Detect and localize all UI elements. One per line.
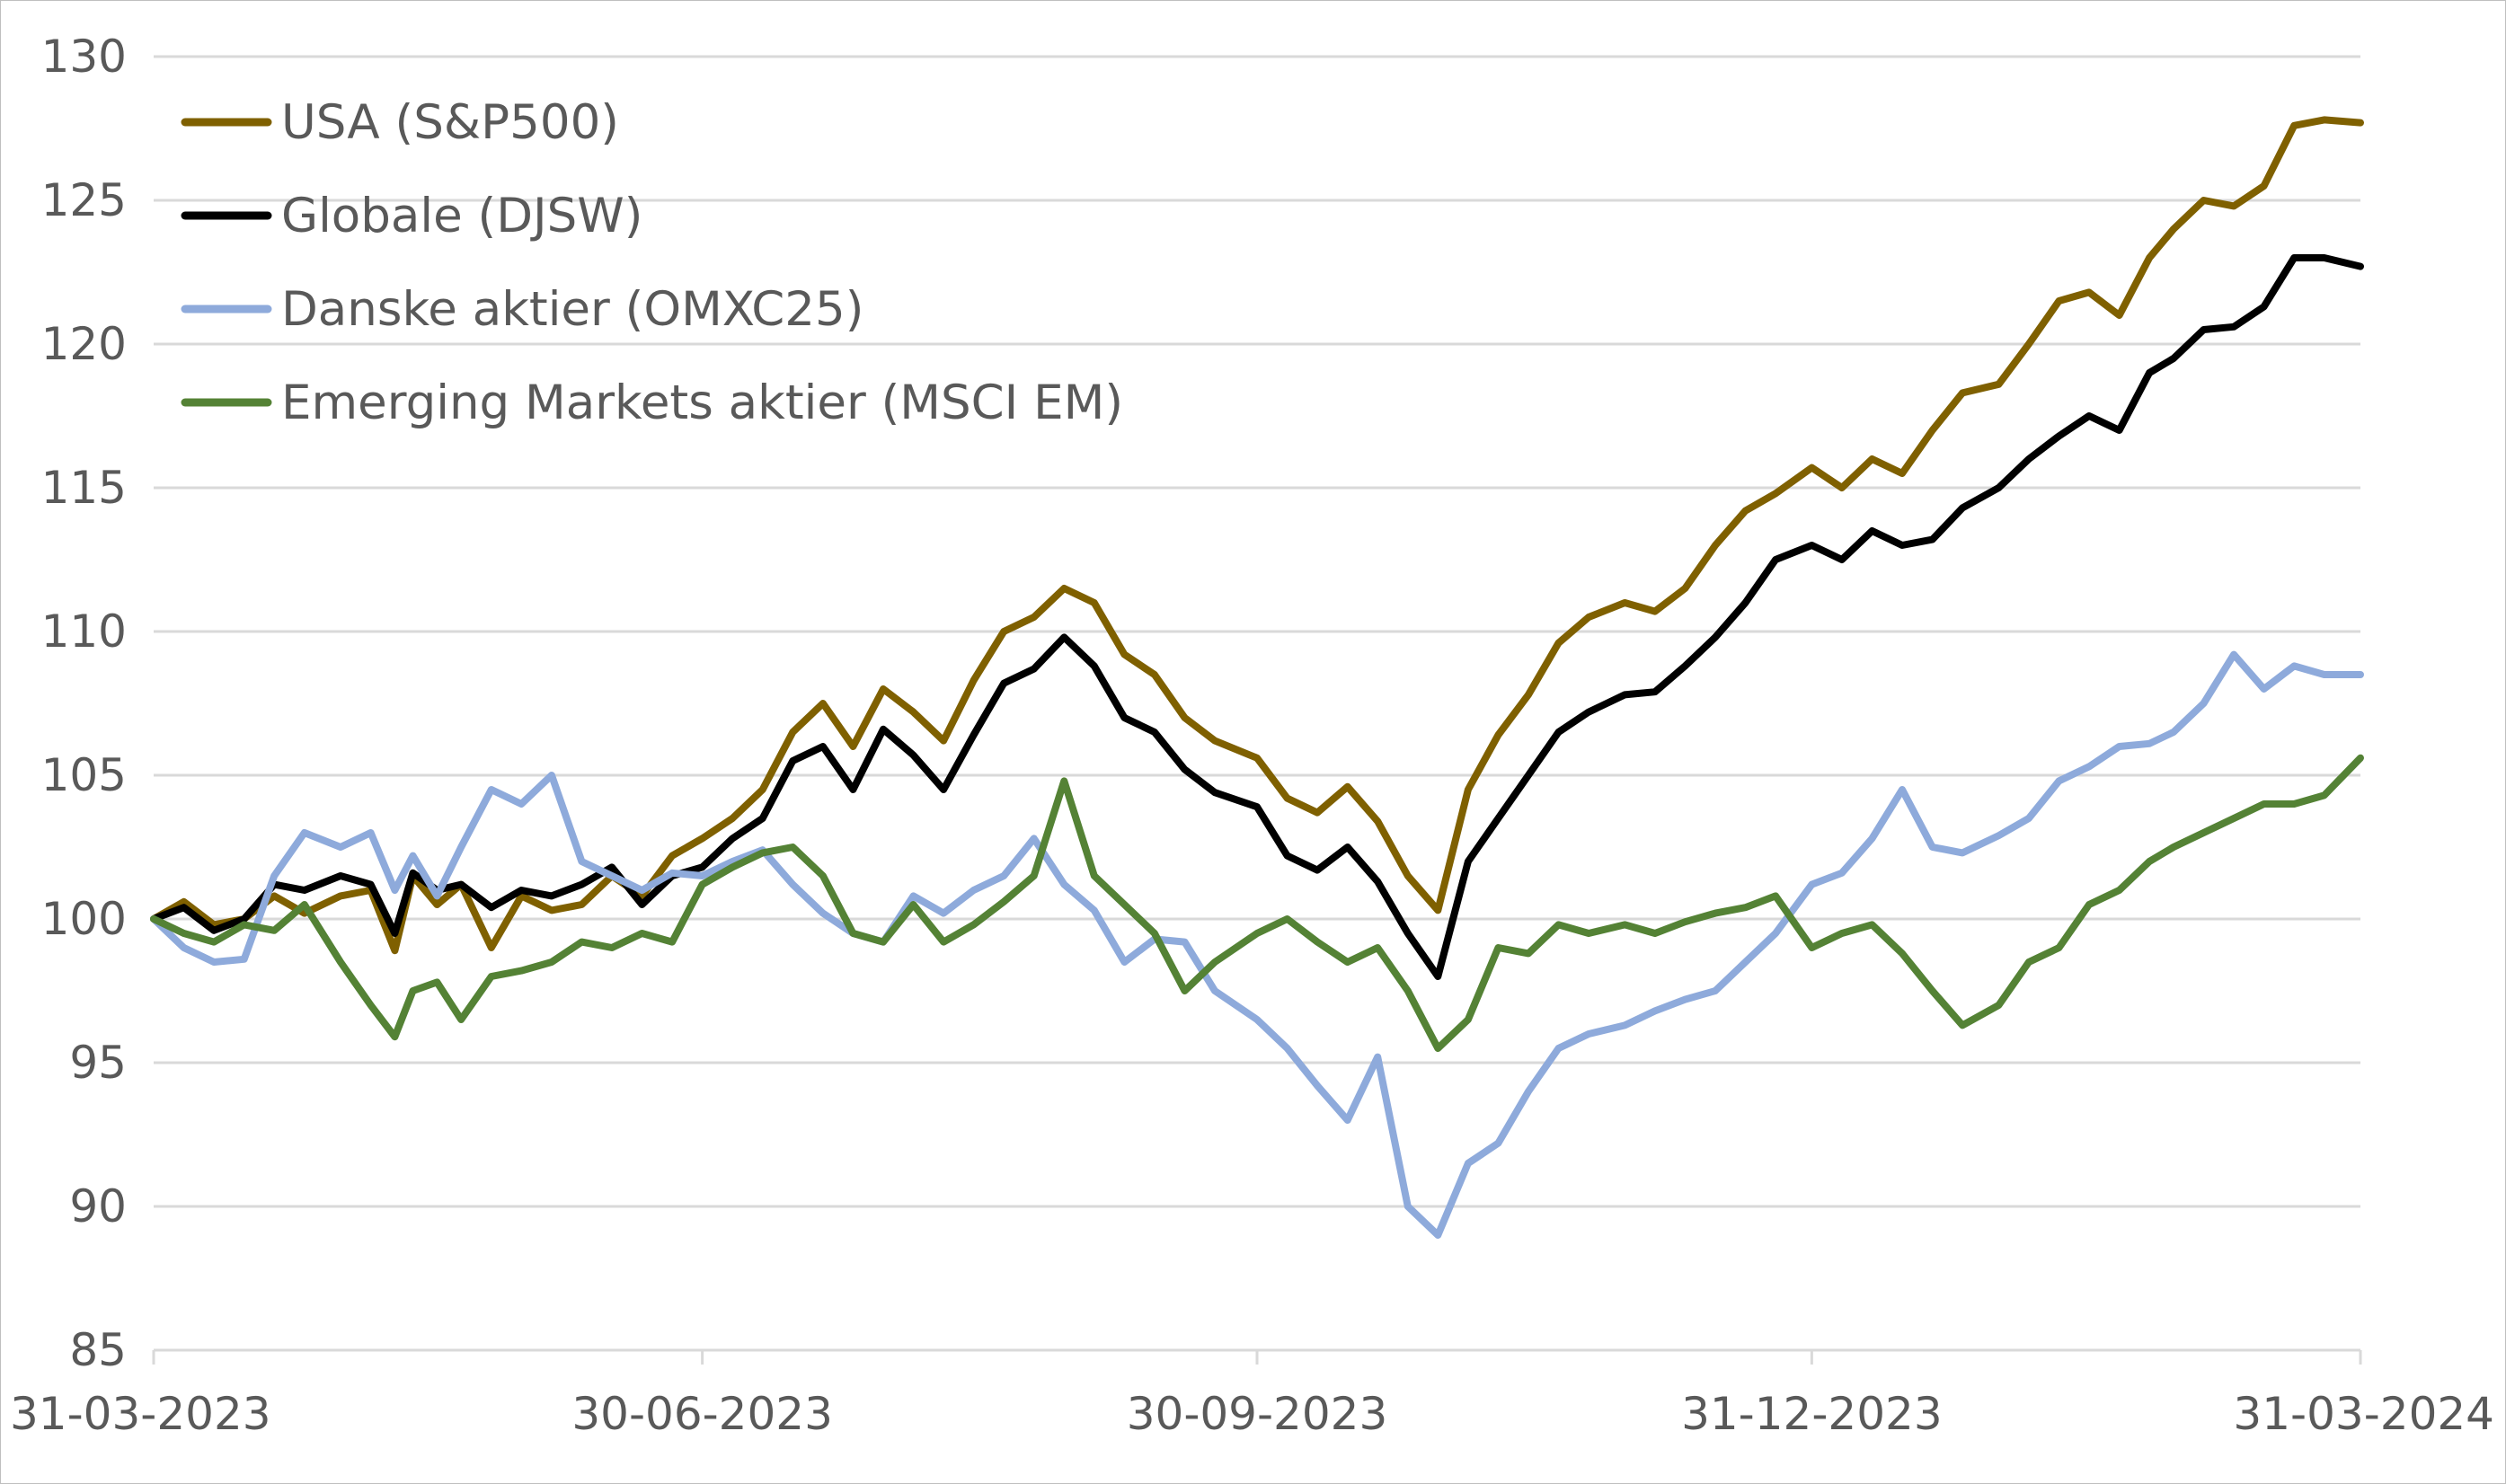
grid-layer [154, 55, 2360, 1352]
series-layer [150, 116, 2364, 1239]
x-tick-label: 30-06-2023 [571, 1388, 833, 1440]
x-tick-label: 30-09-2023 [1127, 1388, 1388, 1440]
y-tick-label: 120 [41, 318, 127, 370]
y-tick-label: 105 [41, 749, 127, 801]
axis-layer: 130 125 120 115 110 105 100 95 90 85 31-03-2023 30-… [10, 31, 2494, 1440]
y-tick-label: 130 [41, 31, 127, 83]
x-tick-label: 31-03-2024 [2233, 1388, 2494, 1440]
series-line-3 [150, 754, 2364, 1052]
legend-label: Emerging Markets aktier (MSCI EM) [281, 375, 1123, 430]
x-tick-label: 31-03-2023 [10, 1388, 271, 1440]
legend-label: Danske aktier (OMXC25) [281, 282, 863, 337]
y-tick-label: 110 [41, 605, 127, 658]
series-line-0 [150, 116, 2364, 955]
legend: USA (S&P500) Globale (DJSW) Danske aktier … [181, 95, 1123, 430]
series-line-1 [150, 254, 2364, 980]
y-tick-label: 115 [41, 462, 127, 514]
series-line-2 [150, 650, 2364, 1239]
x-tick-label: 31-12-2023 [1681, 1388, 1943, 1440]
legend-label: Globale (DJSW) [281, 189, 642, 243]
y-tick-label: 125 [41, 174, 127, 226]
y-tick-label: 95 [69, 1037, 127, 1089]
y-tick-label: 90 [69, 1180, 127, 1232]
y-tick-label: 100 [41, 893, 127, 945]
legend-label: USA (S&P500) [281, 95, 619, 150]
y-tick-label: 85 [69, 1324, 127, 1376]
